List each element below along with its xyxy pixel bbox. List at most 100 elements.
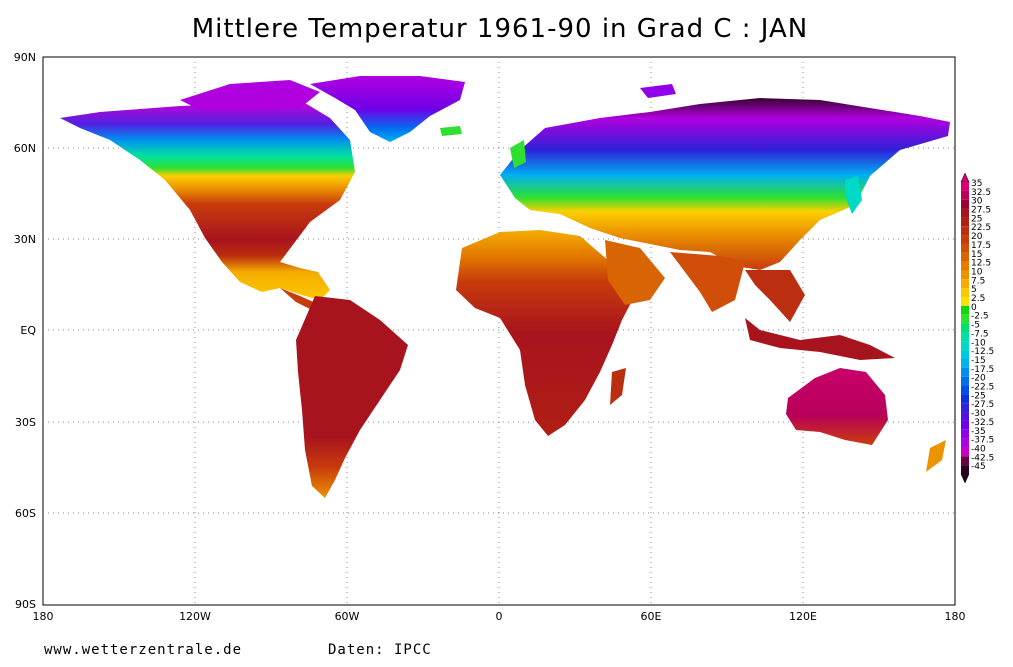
colorbar-label: -7.5 [971, 329, 989, 339]
colorbar-label: 5 [971, 285, 977, 295]
svg-text:60S: 60S [15, 507, 36, 520]
colorbar-label: -27.5 [971, 400, 994, 410]
colorbar-label: -12.5 [971, 347, 994, 357]
colorbar-swatch [961, 438, 969, 448]
colorbar-swatch [961, 420, 969, 430]
colorbar-swatch [961, 447, 969, 457]
colorbar-swatch [961, 412, 969, 421]
colorbar-label: -40 [971, 444, 986, 454]
colorbar-label: 32.5 [971, 188, 991, 198]
colorbar-swatch [961, 314, 969, 324]
colorbar-swatch [961, 367, 969, 377]
colorbar-swatch [961, 341, 969, 351]
land-masses [60, 76, 950, 498]
colorbar-swatch [961, 182, 969, 191]
colorbar-swatch [961, 305, 969, 315]
japan [845, 176, 862, 214]
indonesia [745, 318, 895, 360]
colorbar-label: -30 [971, 409, 986, 419]
colorbar-swatch [961, 429, 969, 439]
colorbar-label: -10 [971, 338, 986, 348]
longitude-labels: 180 120W 60W 0 60E 120E 180 [33, 610, 966, 623]
colorbar-legend: 3532.53027.52522.52017.51512.5107.552.50… [960, 172, 994, 484]
colorbar-swatch [961, 465, 969, 474]
colorbar-swatch [961, 226, 969, 236]
colorbar-swatch [961, 456, 969, 466]
colorbar-swatch [961, 190, 969, 200]
colorbar-swatch [961, 350, 969, 359]
svg-text:0: 0 [496, 610, 503, 623]
colorbar-label: 27.5 [971, 206, 991, 216]
iceland [440, 126, 462, 136]
colorbar-label: -42.5 [971, 453, 994, 463]
colorbar-label: 0 [971, 303, 977, 313]
svg-text:30S: 30S [15, 416, 36, 429]
africa [456, 230, 635, 436]
arabia [605, 240, 665, 305]
colorbar-swatch [961, 403, 969, 413]
europe-asia [500, 98, 950, 270]
colorbar-bottom-arrow [960, 473, 970, 484]
colorbar-swatch [961, 288, 969, 298]
south-america [296, 296, 408, 498]
colorbar-label: 10 [971, 267, 983, 277]
north-america [60, 100, 355, 300]
website-credit: www.wetterzentrale.de [44, 642, 243, 658]
svg-text:60E: 60E [641, 610, 662, 623]
svg-text:EQ: EQ [20, 324, 36, 337]
colorbar-swatch [961, 279, 969, 289]
colorbar-swatch [961, 385, 969, 395]
madagascar [610, 368, 626, 405]
svg-text:60N: 60N [14, 142, 36, 155]
new-zealand [926, 440, 946, 472]
colorbar-label: -32.5 [971, 418, 994, 428]
colorbar-label: 22.5 [971, 223, 991, 233]
colorbar-label: 30 [971, 197, 983, 207]
colorbar-label: -22.5 [971, 383, 994, 393]
colorbar-swatch [961, 208, 969, 218]
map-title: Mittlere Temperatur 1961-90 in Grad C : … [191, 14, 809, 44]
svg-text:60W: 60W [335, 610, 360, 623]
svg-text:180: 180 [33, 610, 54, 623]
colorbar-swatch [961, 332, 969, 342]
colorbar-label: 7.5 [971, 276, 985, 286]
colorbar-swatch [961, 323, 969, 333]
australia [786, 368, 888, 445]
greenland [310, 76, 465, 142]
data-source: Daten: IPCC [328, 642, 432, 658]
colorbar-label: -17.5 [971, 365, 994, 375]
latitude-labels: 90N 60N 30N EQ 30S 60S 90S [14, 51, 37, 611]
colorbar-swatch [961, 217, 969, 227]
colorbar-swatch [961, 394, 969, 404]
colorbar-label: -20 [971, 374, 986, 384]
southeast-asia [745, 270, 805, 322]
colorbar-label: -5 [971, 321, 980, 331]
colorbar-swatch [961, 270, 969, 280]
svg-text:30N: 30N [14, 233, 36, 246]
colorbar-label: -37.5 [971, 436, 994, 446]
svalbard-region [640, 84, 676, 98]
colorbar-label: 25 [971, 214, 982, 224]
colorbar-swatch [961, 358, 969, 368]
colorbar-label: -25 [971, 391, 986, 401]
india [670, 252, 745, 312]
colorbar-swatch [961, 376, 969, 386]
svg-text:120W: 120W [179, 610, 211, 623]
canada-arctic-islands [180, 80, 320, 110]
colorbar-label: -35 [971, 427, 986, 437]
colorbar-label: -2.5 [971, 312, 989, 322]
colorbar-label: 17.5 [971, 241, 991, 251]
colorbar-label: 20 [971, 232, 983, 242]
british-isles [510, 140, 526, 168]
colorbar-swatch [961, 199, 969, 209]
colorbar-label: 12.5 [971, 259, 991, 269]
svg-text:120E: 120E [789, 610, 817, 623]
colorbar-swatch [961, 261, 969, 271]
svg-text:90S: 90S [15, 598, 36, 611]
colorbar-label: -45 [971, 462, 986, 472]
colorbar-label: -15 [971, 356, 986, 366]
colorbar-swatch [961, 252, 969, 262]
colorbar-label: 35 [971, 179, 982, 189]
svg-text:90N: 90N [14, 51, 36, 64]
